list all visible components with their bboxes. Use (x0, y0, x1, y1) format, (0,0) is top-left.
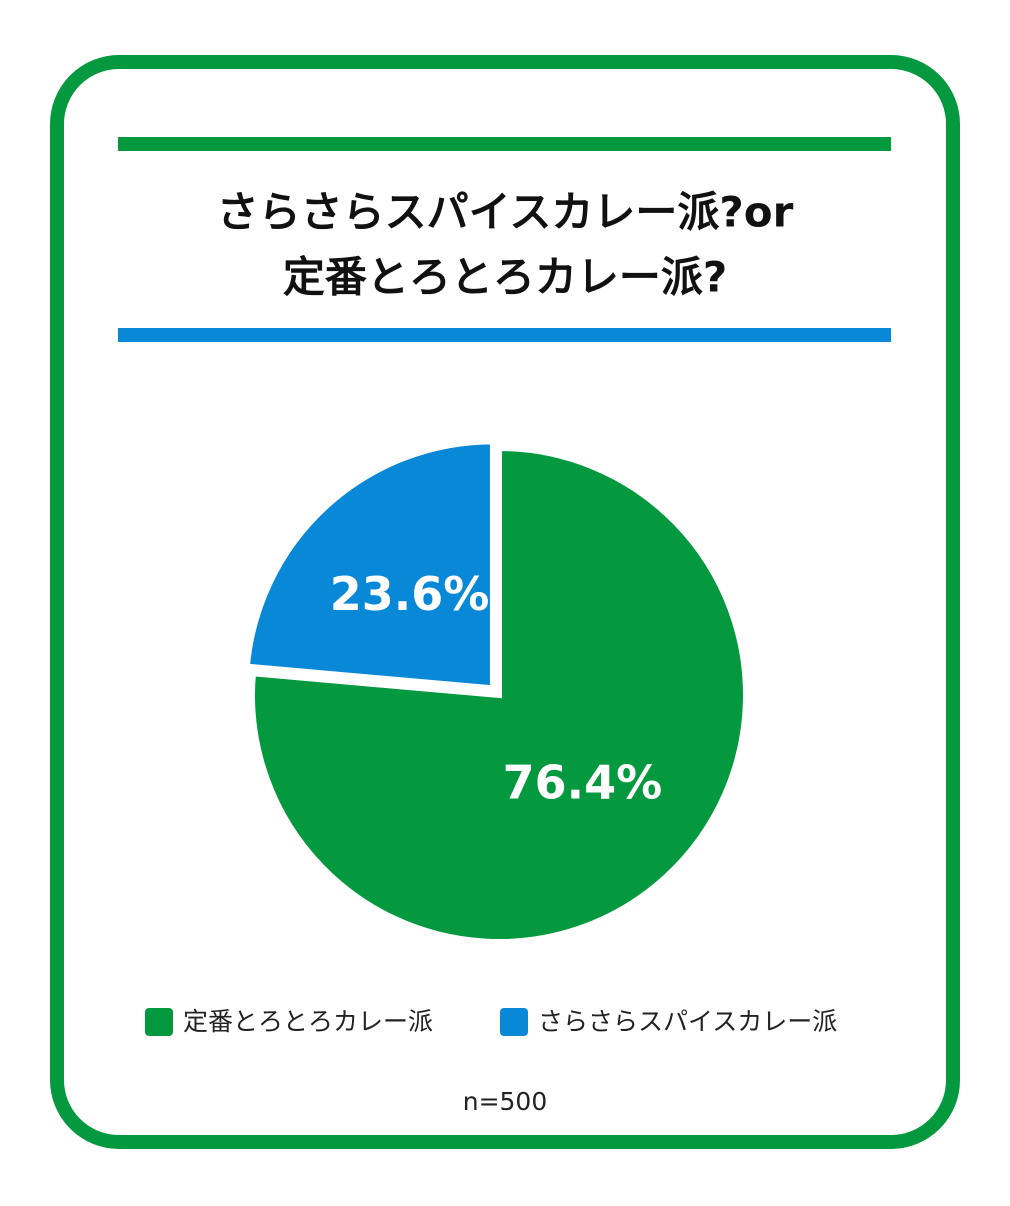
legend-label: さらさらスパイスカレー派 (538, 1007, 837, 1036)
pie-slice (243, 438, 496, 692)
chart-title: 定番とろとろカレー派? (283, 253, 727, 302)
chart-title: さらさらスパイスカレー派?or (217, 188, 794, 237)
pie-slice (249, 444, 749, 945)
sample-size: n=500 (463, 1087, 548, 1116)
title-rule-bottom (118, 328, 891, 342)
legend-label: 定番とろとろカレー派 (183, 1007, 433, 1036)
title-rule-top (118, 137, 891, 151)
value-label: 23.6% (330, 567, 490, 621)
frame (50, 55, 960, 1149)
value-label: 76.4% (503, 756, 663, 810)
legend-swatch (145, 1008, 173, 1036)
legend-swatch (500, 1008, 528, 1036)
